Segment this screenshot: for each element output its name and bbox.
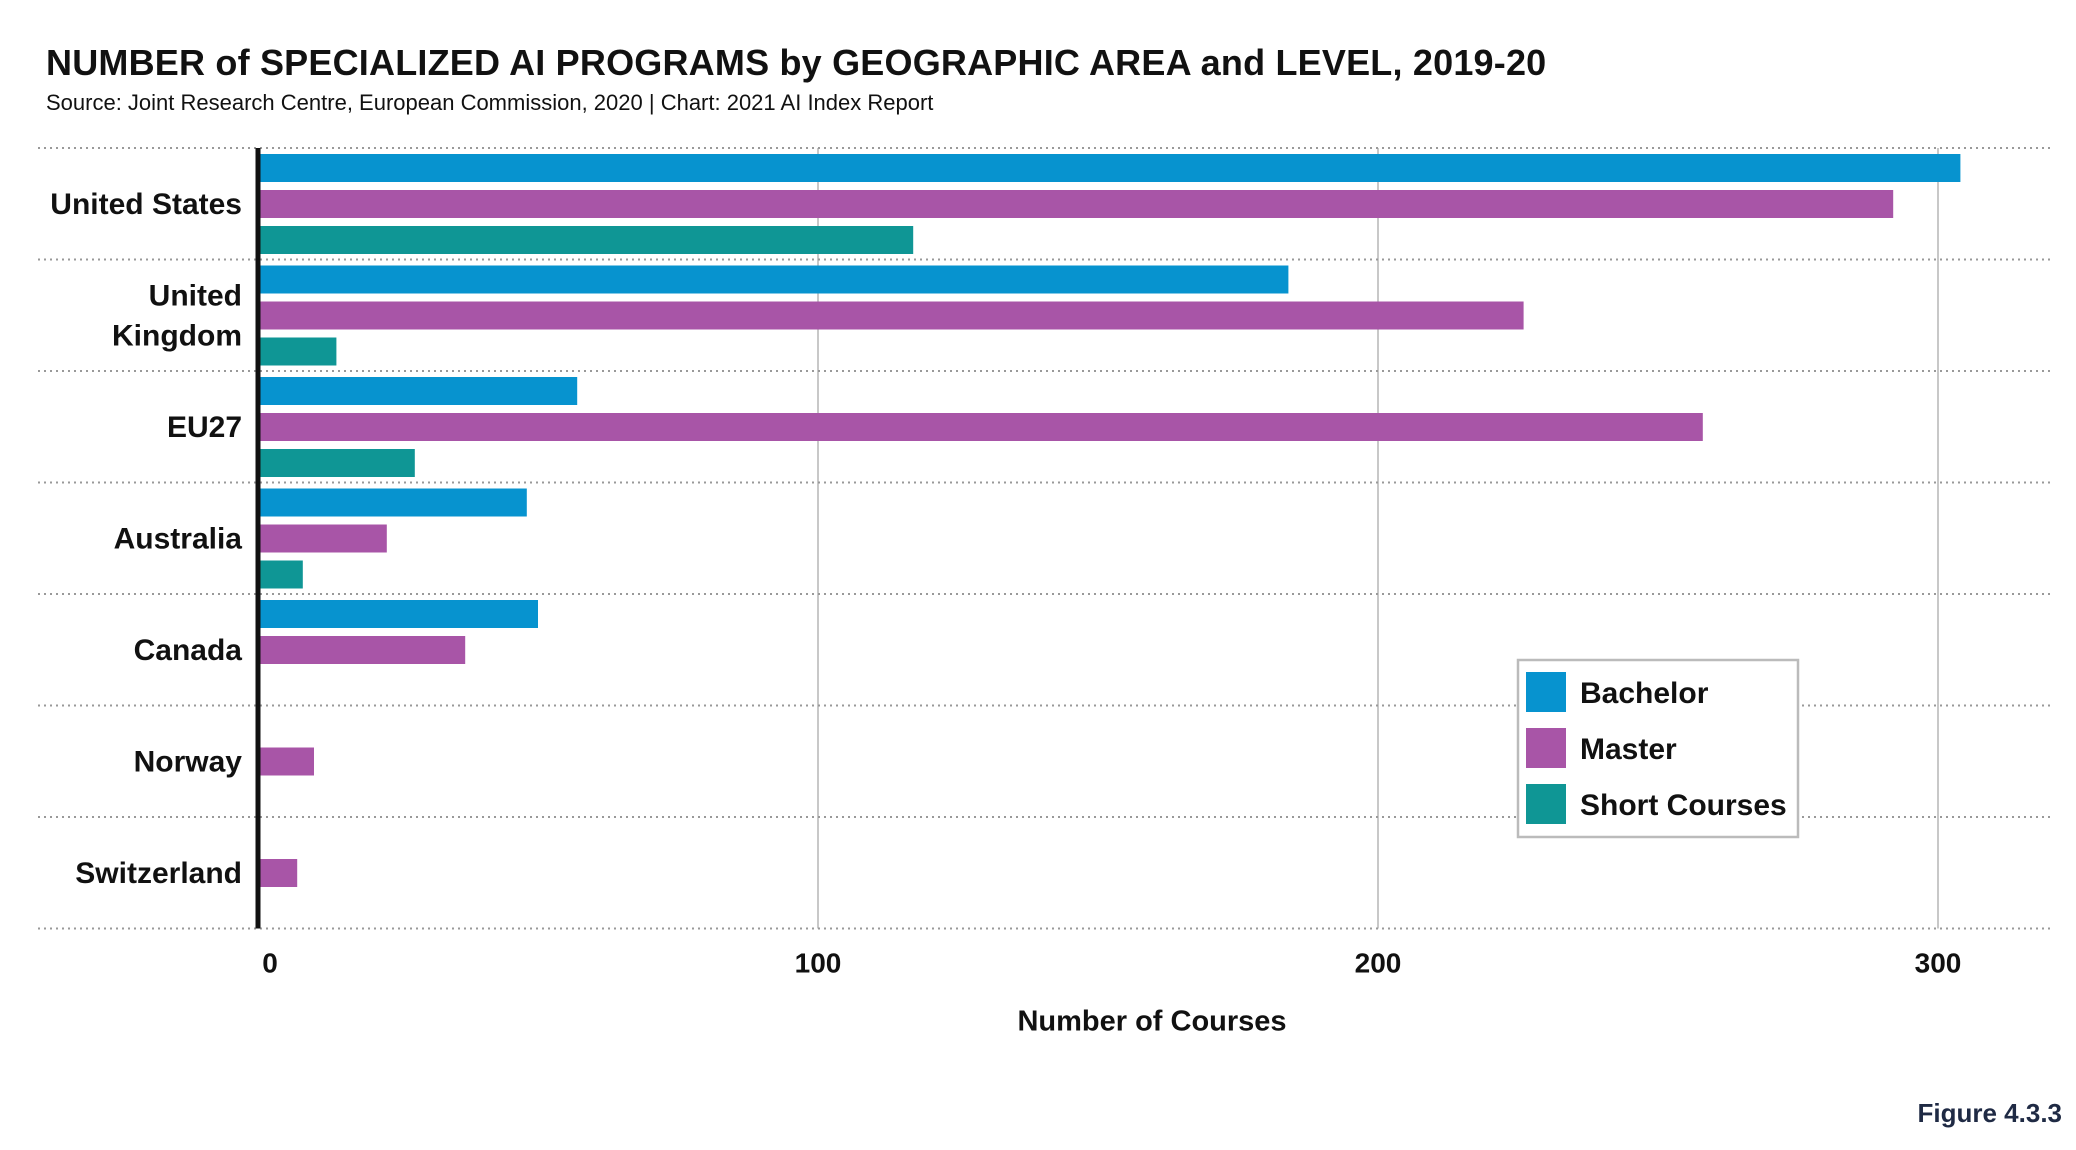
- bar-master: [258, 636, 466, 664]
- bar-short-courses: [258, 226, 914, 254]
- y-category-label-line: Kingdom: [112, 319, 242, 352]
- bar-short-courses: [258, 560, 303, 589]
- y-category-label-line: Norway: [134, 745, 243, 778]
- bar-bachelor: [258, 154, 1961, 182]
- y-category-label-line: EU27: [167, 411, 242, 444]
- legend-swatch-master: [1526, 728, 1566, 768]
- y-category-label: Canada: [134, 634, 243, 667]
- legend-label: Master: [1580, 733, 1677, 766]
- chart-title: NUMBER of SPECIALIZED AI PROGRAMS by GEO…: [46, 42, 1547, 83]
- labels: 0 100 200 300 United States United Kingdom EU27…: [50, 188, 1961, 1038]
- y-category-label-line: United: [149, 279, 242, 312]
- y-category-label: United States: [50, 188, 242, 221]
- y-category-label: Australia: [114, 522, 243, 555]
- x-tick-label: 100: [795, 948, 842, 979]
- legend: Bachelor Master Short Courses: [1516, 658, 1800, 839]
- bar-bachelor: [258, 600, 538, 628]
- legend-swatch-bachelor: [1526, 672, 1566, 712]
- x-axis-label: Number of Courses: [1017, 1006, 1286, 1038]
- y-category-label: Norway: [134, 745, 243, 778]
- y-category-label-line: Australia: [114, 522, 243, 555]
- bar-master: [258, 524, 387, 553]
- y-category-label-line: Switzerland: [75, 857, 242, 890]
- x-tick-label: 300: [1915, 948, 1962, 979]
- bar-short-courses: [258, 449, 415, 477]
- bar-master: [258, 413, 1703, 441]
- y-category-label: United Kingdom: [112, 279, 242, 352]
- bar-master: [258, 190, 1894, 218]
- y-category-label-line: Canada: [134, 634, 243, 667]
- x-tick-label: 200: [1355, 948, 1402, 979]
- bar-master: [258, 301, 1524, 330]
- x-tick-label: 0: [262, 948, 278, 979]
- legend-swatch-short-courses: [1526, 784, 1566, 824]
- y-category-label-line: United States: [50, 188, 242, 221]
- bar-bachelor: [258, 377, 578, 405]
- y-category-label: EU27: [167, 411, 242, 444]
- chart-subtitle: Source: Joint Research Centre, European …: [46, 90, 934, 115]
- bar-bachelor: [258, 265, 1289, 294]
- figure-label: Figure 4.3.3: [1917, 1098, 2063, 1128]
- bar-master: [258, 859, 298, 887]
- legend-label: Short Courses: [1580, 789, 1787, 822]
- legend-label: Bachelor: [1580, 677, 1709, 710]
- y-category-label: Switzerland: [75, 857, 242, 890]
- bar-short-courses: [258, 337, 337, 366]
- bar-master: [258, 747, 314, 776]
- bars: [258, 154, 1961, 887]
- bar-bachelor: [258, 488, 527, 517]
